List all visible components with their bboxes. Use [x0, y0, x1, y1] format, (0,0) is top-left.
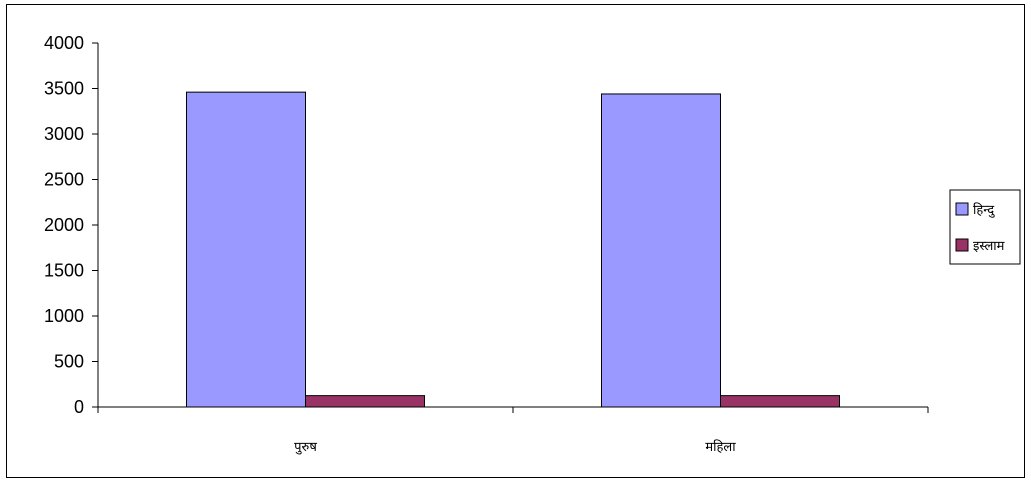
legend: हिन्दु इस्लाम [949, 189, 1021, 265]
legend-swatch [955, 238, 969, 252]
legend-label: हिन्दु [973, 202, 995, 218]
legend-swatch [955, 202, 969, 216]
bar [720, 395, 840, 408]
y-tick-label: 4000 [44, 33, 84, 53]
y-tick-label: 1500 [44, 261, 84, 281]
legend-label: इस्लाम [973, 239, 1005, 254]
bar [601, 93, 721, 408]
y-tick-label: 2500 [44, 170, 84, 190]
x-category-label: महिला [705, 439, 736, 455]
bars [186, 91, 840, 408]
y-tick-label: 3000 [44, 124, 84, 144]
y-tick-label: 1000 [44, 306, 84, 326]
axis-labels: 0 500 1000 1500 2000 2500 3000 3500 4000 पुरुष महि… [44, 33, 736, 455]
chart-frame [6, 4, 1025, 478]
bar [186, 91, 306, 408]
legend-box [949, 189, 1021, 265]
bar [305, 395, 425, 408]
x-category-label: पुरुष [294, 440, 317, 455]
y-tick-label: 2000 [44, 215, 84, 235]
y-tick-label: 0 [74, 397, 84, 417]
y-tick-label: 500 [54, 352, 84, 372]
y-tick-label: 3500 [44, 79, 84, 99]
